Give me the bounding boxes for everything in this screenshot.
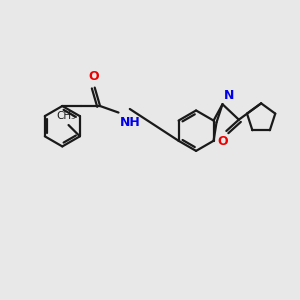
Text: N: N — [224, 89, 235, 102]
Text: NH: NH — [120, 116, 140, 129]
Text: O: O — [88, 70, 99, 83]
Text: CH₃: CH₃ — [56, 112, 76, 122]
Text: O: O — [218, 134, 228, 148]
